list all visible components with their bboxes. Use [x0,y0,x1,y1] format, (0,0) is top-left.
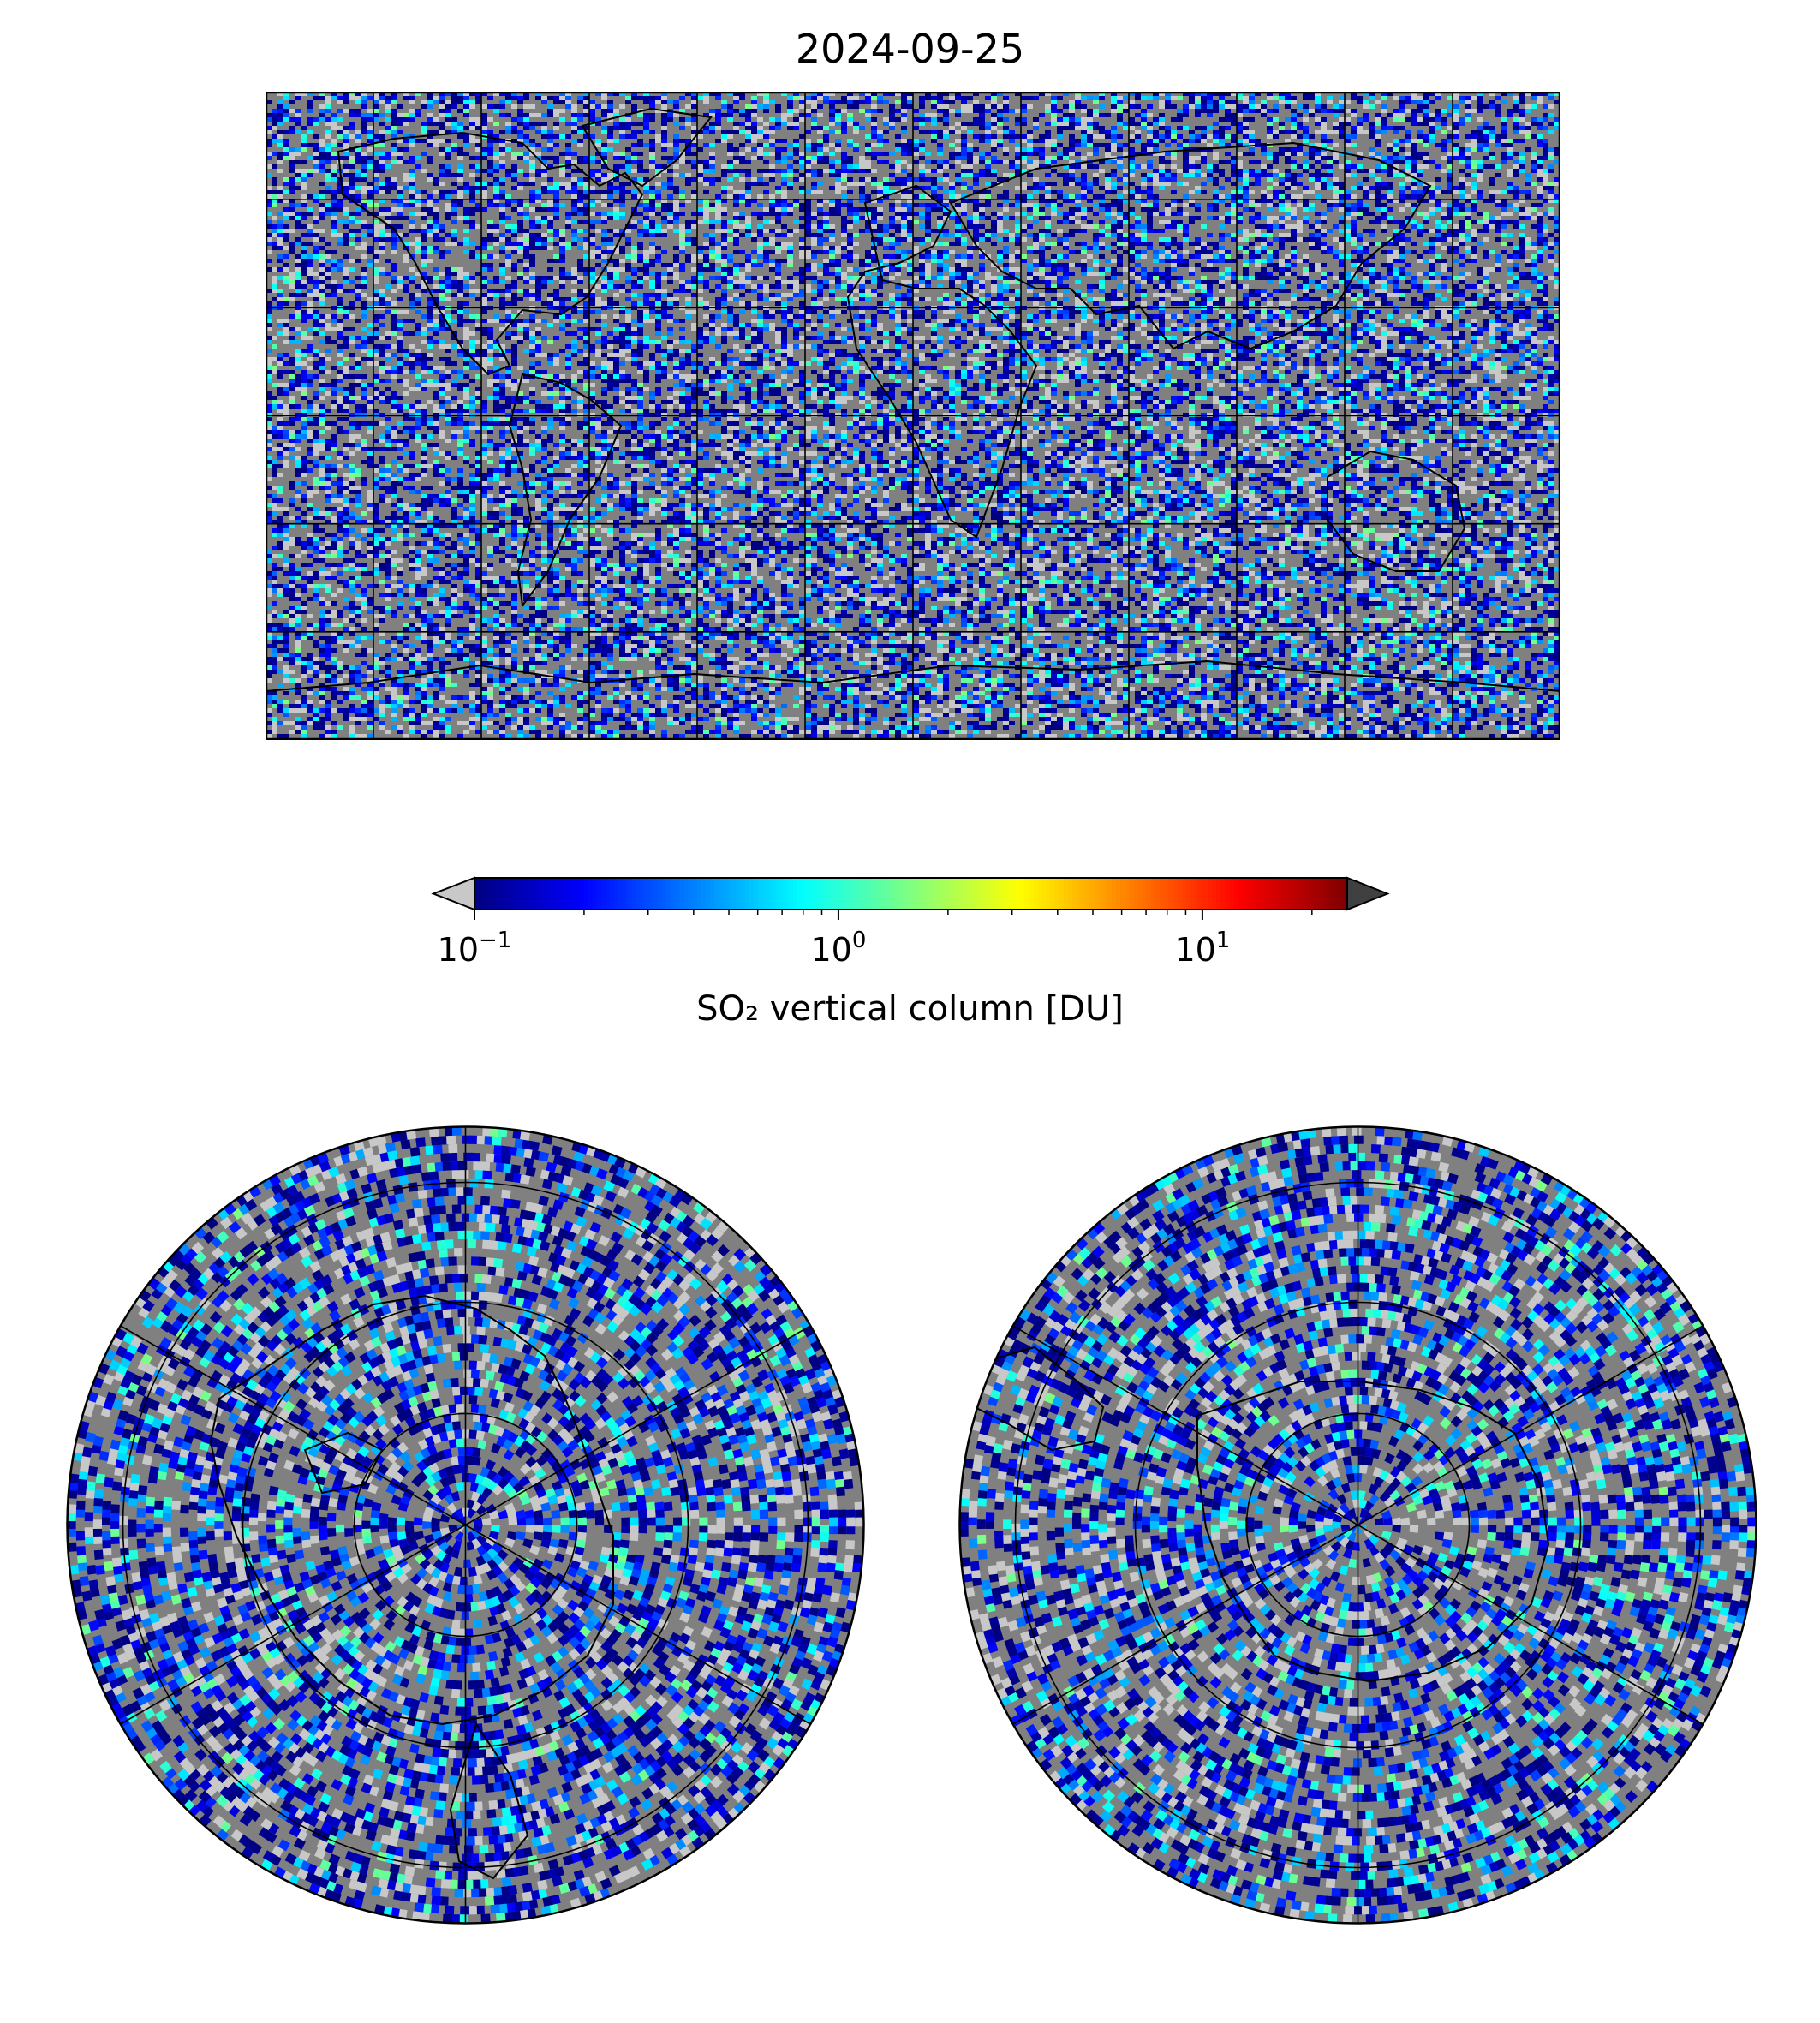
north-polar-map [65,1125,866,1925]
colorbar-gradient [474,878,1348,910]
colorbar: 10−1 100 101 [428,865,1396,972]
colorbar-ticks: 10−1 100 101 [438,910,1312,969]
colorbar-tick-label: 101 [1174,928,1230,969]
colorbar-over-extension [1347,878,1387,910]
world-map [266,92,1560,740]
colorbar-under-extension [433,878,474,910]
page-title: 2024-09-25 [0,26,1820,72]
colorbar-label: SO₂ vertical column [DU] [0,989,1820,1029]
colorbar-tick-label: 10−1 [438,928,512,969]
south-polar-map [958,1125,1758,1925]
colorbar-tick-label: 100 [810,928,866,969]
